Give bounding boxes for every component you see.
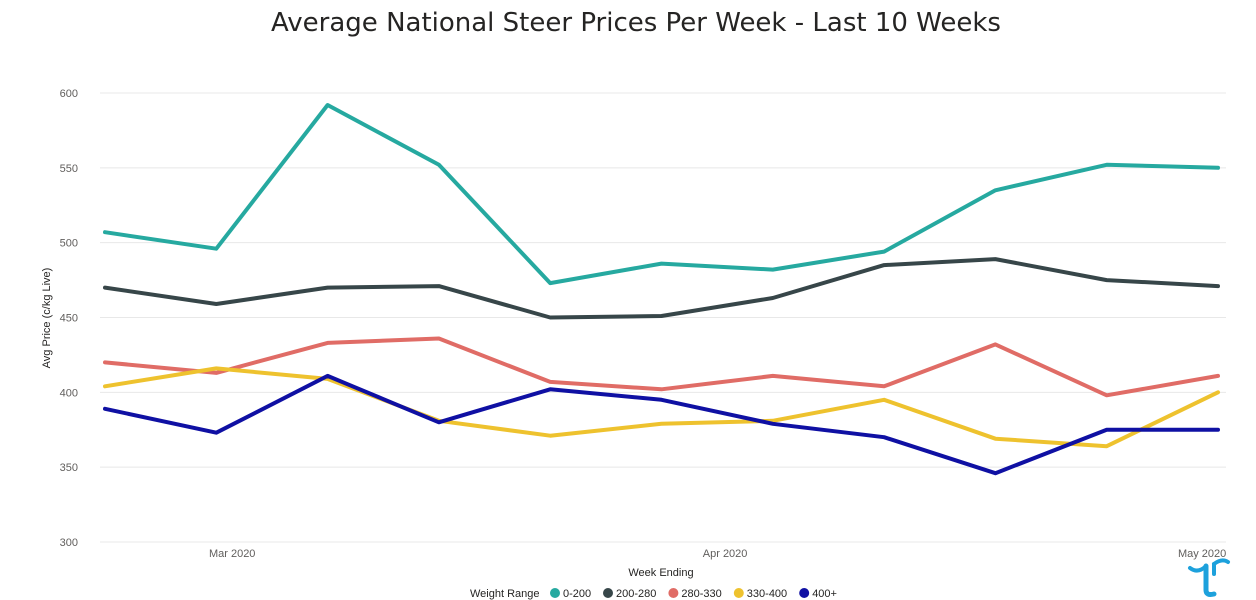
legend-label: 330-400	[747, 588, 787, 600]
brand-logo-icon	[1188, 558, 1230, 597]
series-line-330-400	[103, 366, 1220, 449]
series-line-400+	[103, 373, 1220, 476]
x-tick-label: Apr 2020	[703, 548, 748, 560]
series-line-280-330	[103, 336, 1220, 398]
chart-title: Average National Steer Prices Per Week -…	[271, 8, 1001, 38]
y-tick-label: 500	[60, 238, 78, 250]
legend-item-400+[interactable]: 400+	[799, 588, 837, 600]
x-tick-label: Mar 2020	[209, 548, 255, 560]
legend-item-330-400[interactable]: 330-400	[733, 588, 787, 600]
legend-item-200-280[interactable]: 200-280	[603, 588, 656, 600]
legend-marker	[799, 588, 810, 598]
series-line-0-200	[103, 103, 1220, 286]
y-tick-label: 400	[60, 387, 78, 399]
legend-label: 400+	[812, 588, 837, 600]
legend-marker	[550, 588, 560, 598]
y-tick-label: 600	[60, 88, 78, 100]
legend-label: 0-200	[563, 588, 591, 600]
legend[interactable]: Weight Range 0-200 200-280 280-330 330-400 40…	[470, 588, 837, 600]
x-axis-title: Week Ending	[628, 567, 693, 579]
y-tick-label: 350	[60, 462, 78, 474]
y-tick-label: 550	[60, 163, 78, 175]
x-tick-label: May 2020	[1178, 548, 1226, 560]
legend-marker	[733, 588, 744, 598]
legend-title: Weight Range	[470, 588, 540, 600]
y-tick-label: 450	[60, 313, 78, 325]
legend-label: 280-330	[681, 588, 721, 600]
y-axis-ticks: 300 350 400 450 500 550 600	[60, 88, 78, 549]
gridlines	[100, 92, 1226, 543]
legend-marker	[668, 588, 679, 598]
y-axis-title: Avg Price (c/kg Live)	[41, 268, 53, 369]
x-axis-ticks: Mar 2020 Apr 2020 May 2020	[209, 548, 1226, 560]
legend-item-280-330[interactable]: 280-330	[668, 588, 722, 600]
legend-label: 200-280	[616, 588, 656, 600]
series-line-200-280	[103, 257, 1220, 320]
legend-marker	[603, 588, 613, 598]
legend-item-0-200[interactable]: 0-200	[550, 588, 591, 600]
y-tick-label: 300	[60, 537, 78, 549]
series-lines	[103, 103, 1220, 476]
